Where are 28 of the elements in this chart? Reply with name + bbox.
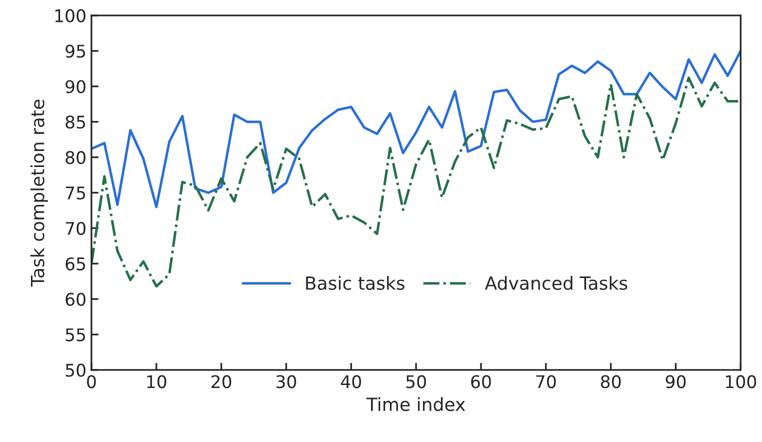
- legend-label: Basic tasks: [306, 276, 404, 290]
- y-tick-label: 55: [66, 328, 86, 342]
- y-tick-label: 95: [66, 44, 86, 58]
- y-tick-label: 80: [66, 150, 86, 164]
- x-tick-label: 30: [276, 375, 296, 388]
- x-tick-label: 70: [536, 375, 556, 388]
- y-tick-label: 65: [66, 257, 86, 270]
- y-tick-label: 50: [66, 364, 86, 377]
- x-tick-label: 20: [212, 375, 232, 388]
- x-axis-title: Time index: [366, 397, 466, 412]
- y-tick-label: 85: [66, 116, 86, 129]
- y-tick-label: 90: [66, 80, 86, 94]
- x-tick-label: 100: [726, 375, 756, 388]
- x-tick-label: 40: [340, 375, 362, 388]
- line-series: [91, 50, 741, 208]
- y-tick-label: 70: [66, 222, 86, 236]
- x-tick-label: 60: [471, 375, 491, 388]
- x-tick-label: 80: [600, 375, 621, 388]
- legend-label: Advanced Tasks: [484, 276, 628, 290]
- x-tick-label: 0: [87, 375, 96, 388]
- line-series: [91, 76, 741, 288]
- x-tick-label: 90: [666, 375, 686, 388]
- x-tick-label: 10: [147, 375, 166, 388]
- y-tick-label: 75: [66, 186, 86, 200]
- x-tick-label: 50: [406, 375, 426, 388]
- y-tick-label: 60: [66, 292, 86, 306]
- y-axis-title: Task completion rate: [30, 100, 48, 287]
- y-tick-label: 100: [55, 9, 86, 22]
